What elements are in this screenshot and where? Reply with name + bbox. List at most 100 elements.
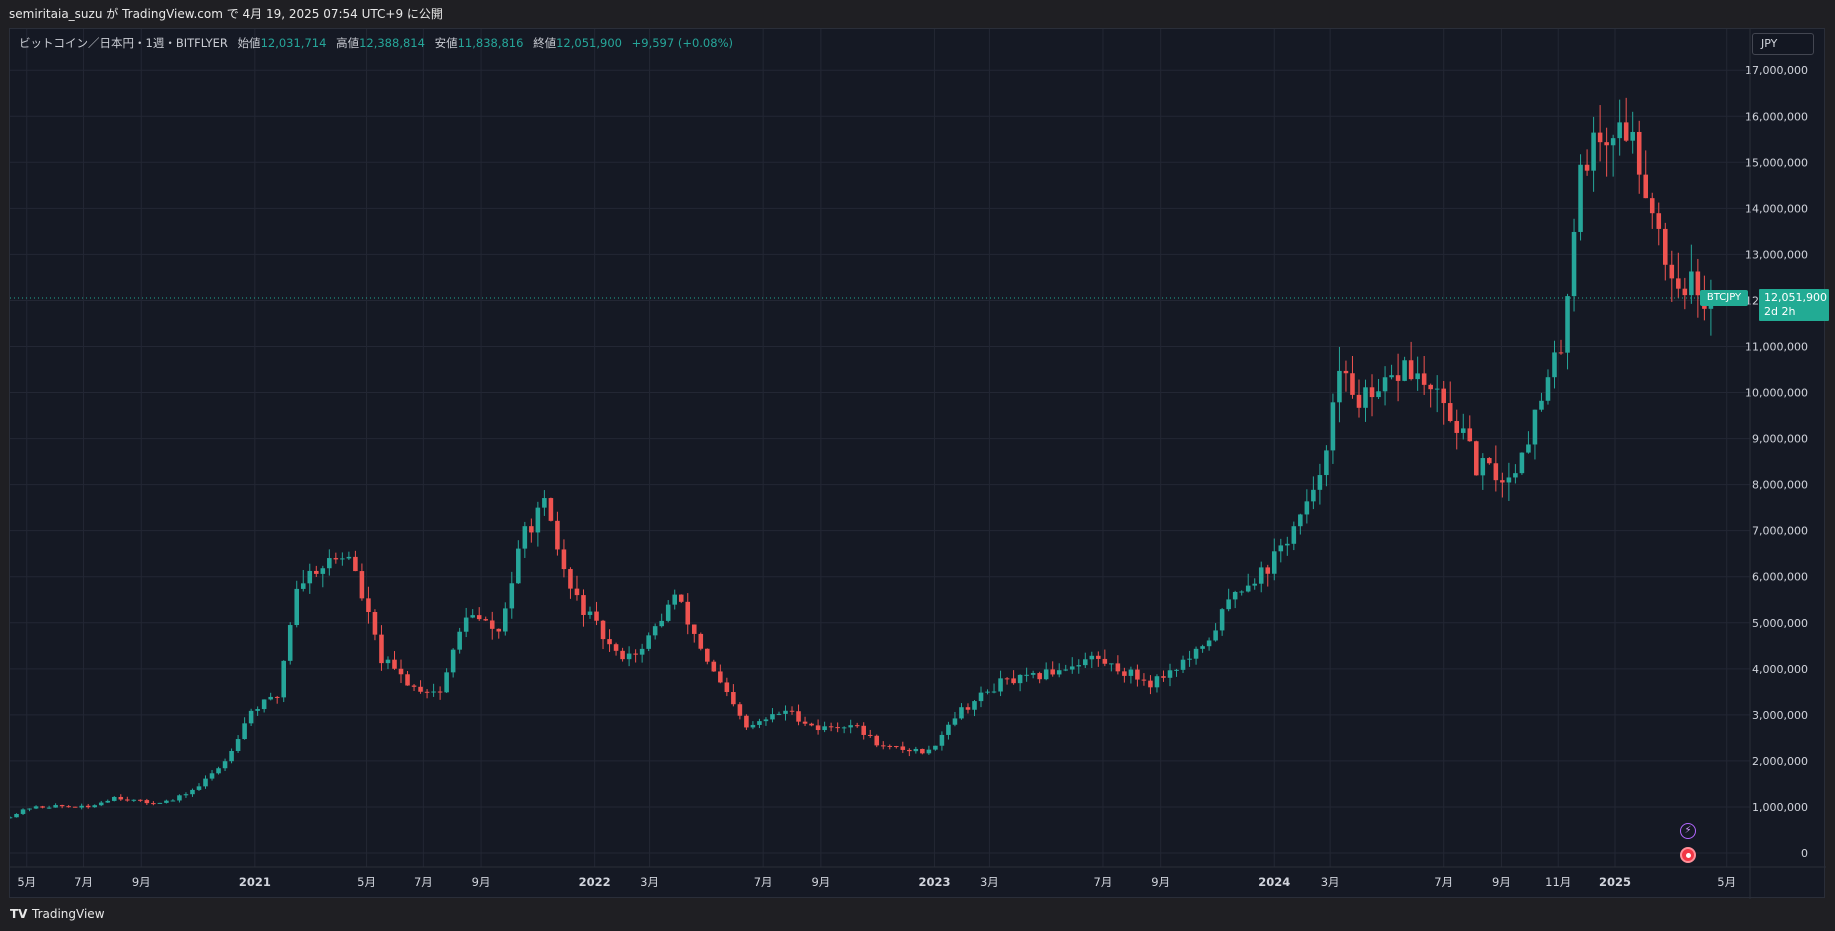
candle-body (27, 808, 32, 810)
candle-body (1434, 388, 1440, 390)
x-tick-label: 3月 (980, 875, 999, 889)
x-tick-label: 7月 (1434, 875, 1453, 889)
candle-body (1252, 583, 1257, 586)
candle-body (170, 800, 176, 802)
candle-body (457, 631, 462, 650)
candle-body (131, 799, 137, 801)
candle-body (222, 761, 228, 769)
candle-body (1206, 640, 1212, 647)
candle-body (1239, 591, 1244, 593)
candle-body (1610, 138, 1616, 146)
tradingview-logo-icon[interactable]: TV (10, 907, 28, 921)
candle-body (705, 648, 710, 662)
record-icon[interactable] (1680, 847, 1696, 863)
x-tick-label: 7月 (74, 875, 93, 889)
candle-body (1096, 655, 1101, 659)
candle-body (203, 778, 208, 787)
candle-body (1597, 132, 1603, 143)
tradingview-brand[interactable]: TradingView (32, 907, 105, 921)
candle-body (516, 548, 521, 584)
candle-body (770, 714, 775, 720)
candle-body (1350, 373, 1355, 395)
candle-body (750, 724, 756, 728)
chart-panel[interactable]: 0 1,000,000 2,000,000 3,000,000 4,000,000 5,0… (9, 28, 1829, 899)
candle-body (828, 726, 834, 728)
candle-body (1135, 669, 1140, 680)
candle-body (1506, 477, 1512, 483)
candle-body (620, 650, 625, 660)
candle-body (1324, 450, 1329, 476)
candle-body (1480, 458, 1486, 476)
candle-body (1389, 375, 1394, 378)
candle-body (1109, 663, 1114, 665)
x-tick-label: 7月 (754, 875, 773, 889)
candlestick-chart[interactable]: 0 1,000,000 2,000,000 3,000,000 4,000,000 5,0… (10, 29, 1826, 899)
candle-body (613, 644, 619, 651)
y-tick-label: 13,000,000 (1745, 248, 1808, 261)
candle-body (913, 748, 919, 752)
candle-body (503, 608, 508, 632)
candle-body (294, 588, 300, 626)
candle-body (1539, 400, 1544, 410)
candle-body (776, 713, 782, 715)
candle-body (366, 598, 371, 613)
candle-body (300, 583, 306, 589)
candle-body (581, 595, 586, 615)
candle-body (665, 604, 671, 621)
candle-body (20, 809, 26, 814)
candle-body (1122, 671, 1127, 676)
candle-body (1258, 567, 1264, 584)
candle-body (594, 611, 599, 621)
candle-body (1317, 475, 1323, 490)
y-tick-label: 8,000,000 (1752, 479, 1808, 492)
lightning-icon[interactable]: ⚡ (1680, 823, 1696, 839)
candle-body (274, 696, 280, 698)
candle-body (392, 659, 397, 669)
candle-body (320, 568, 326, 574)
candle-body (1500, 480, 1505, 483)
candle-body (900, 746, 906, 750)
symbol-description[interactable]: ビットコイン／日本円・1週・BITFLYER (19, 36, 228, 50)
candle-body (1636, 131, 1642, 175)
candle-body (190, 789, 195, 795)
candle-body (346, 556, 352, 559)
candle-body (1630, 131, 1635, 141)
y-tick-label: 11,000,000 (1745, 340, 1808, 353)
candle-body (1382, 377, 1388, 392)
x-tick-label: 9月 (811, 875, 830, 889)
candle-body (659, 620, 664, 627)
candle-body (757, 721, 762, 725)
candle-body (600, 620, 606, 640)
candle-body (1578, 164, 1583, 232)
candle-body (444, 672, 449, 693)
candle-body (46, 807, 52, 809)
candle-body (1337, 370, 1342, 403)
candle-body (216, 768, 221, 774)
candle-body (398, 668, 404, 675)
y-tick-label: 15,000,000 (1745, 156, 1808, 169)
candle-body (1083, 659, 1088, 666)
x-tick-label: 7月 (414, 875, 433, 889)
y-tick-label: 9,000,000 (1752, 433, 1808, 446)
candle-body (822, 726, 827, 731)
candle-body (1180, 659, 1186, 670)
candle-body (1623, 122, 1629, 141)
candle-body (164, 800, 169, 803)
candle-body (1421, 373, 1427, 385)
candle-body (718, 671, 723, 683)
candle-body (1474, 441, 1479, 476)
candle-body (1037, 673, 1042, 680)
candle-body (307, 570, 313, 584)
currency-button[interactable]: JPY (1752, 33, 1814, 55)
candle-body (1571, 231, 1577, 297)
y-tick-label: 2,000,000 (1752, 755, 1808, 768)
candle-body (639, 648, 645, 655)
candle-body (1154, 676, 1160, 688)
candle-body (1291, 526, 1297, 544)
x-tick-label: 9月 (1151, 875, 1170, 889)
candle-body (1656, 213, 1662, 229)
candle-body (10, 817, 13, 819)
candle-body (646, 635, 651, 649)
candle-body (196, 786, 202, 790)
candle-body (1356, 394, 1362, 408)
